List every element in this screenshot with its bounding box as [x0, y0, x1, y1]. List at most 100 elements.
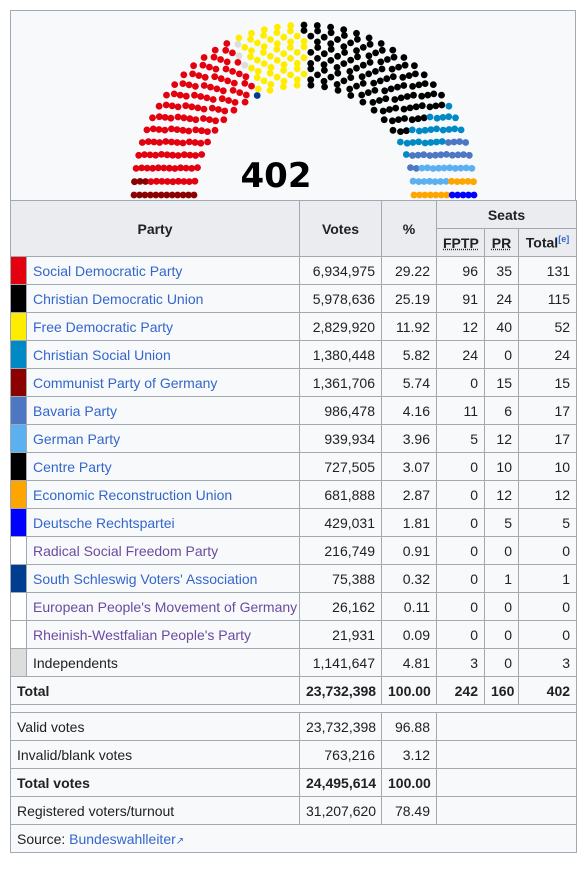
- party-link[interactable]: Christian Democratic Union: [33, 290, 204, 307]
- seat-dot: [170, 90, 178, 98]
- party-color-swatch: [10, 424, 27, 453]
- party-name: Independents: [26, 648, 300, 677]
- seat-dot: [247, 53, 254, 61]
- party-link[interactable]: Social Democratic Party: [33, 262, 183, 279]
- seat-dot: [415, 127, 423, 135]
- seat-dot: [438, 138, 446, 145]
- seat-dot: [163, 191, 171, 199]
- seat-dot: [392, 104, 400, 112]
- party-link[interactable]: European People's Movement of Germany: [33, 598, 298, 615]
- seat-dot: [380, 116, 388, 124]
- seat-dot: [433, 125, 440, 133]
- seat-dot: [180, 178, 188, 185]
- summary-empty: [435, 712, 578, 741]
- seat-dot: [212, 65, 220, 73]
- party-row: Communist Party of Germany 1,361,706 5.74 0…: [10, 368, 578, 397]
- party-link[interactable]: Rheinish-Westfalian People's Party: [33, 626, 251, 643]
- party-link[interactable]: Deutsche Rechtspartei: [33, 514, 175, 531]
- seat-dot: [192, 126, 200, 134]
- party-link[interactable]: German Party: [33, 430, 121, 447]
- seat-dot: [437, 178, 444, 185]
- seat-dot: [399, 73, 407, 81]
- seat-dot: [211, 73, 219, 81]
- seat-dot: [334, 36, 341, 43]
- seat-dot: [204, 128, 211, 135]
- party-link[interactable]: Centre Party: [33, 458, 112, 475]
- seat-dot: [403, 127, 410, 135]
- seat-dot: [254, 39, 261, 47]
- party-total: 0: [517, 620, 578, 649]
- pr-abbr[interactable]: PR: [491, 234, 512, 251]
- seat-dot: [195, 72, 203, 79]
- seat-dot: [365, 70, 373, 78]
- party-color-swatch: [10, 452, 27, 481]
- seat-dot: [197, 139, 205, 147]
- header-pr[interactable]: PR: [484, 228, 519, 257]
- seat-dot: [161, 126, 169, 134]
- party-pr: 0: [484, 592, 519, 621]
- seat-dot: [372, 49, 379, 57]
- fptp-abbr[interactable]: FPTP: [443, 234, 479, 251]
- summary-row: Registered voters/turnout 31,207,620 78.49: [10, 796, 578, 825]
- seat-dot: [415, 138, 423, 146]
- source-link[interactable]: Bundeswahlleiter: [69, 830, 176, 847]
- seat-dot: [340, 43, 348, 50]
- seat-dot: [432, 102, 440, 110]
- seat-dot: [431, 178, 439, 186]
- party-color-swatch: [10, 284, 27, 313]
- seat-dot: [327, 40, 335, 48]
- seat-dot: [300, 27, 308, 34]
- party-link[interactable]: Free Democratic Party: [33, 318, 174, 335]
- seat-dot: [427, 126, 435, 133]
- party-votes: 26,162: [299, 592, 382, 621]
- seat-dot: [314, 55, 321, 62]
- seat-dot: [460, 151, 467, 159]
- total-seats-label: 402: [241, 156, 312, 196]
- party-link[interactable]: Radical Social Freedom Party: [33, 542, 219, 559]
- note-e-link[interactable]: [e]: [558, 234, 570, 245]
- seat-dot: [445, 139, 452, 146]
- party-pct: 29.22: [381, 256, 437, 285]
- seat-dot: [383, 75, 391, 83]
- party-name-cell: European People's Movement of Germany: [26, 592, 300, 621]
- party-link[interactable]: Christian Social Union: [33, 346, 171, 363]
- seat-dot: [136, 191, 143, 199]
- seat-dot: [300, 43, 308, 51]
- party-fptp: 0: [436, 592, 485, 621]
- seat-dot: [198, 151, 206, 158]
- seat-dot: [147, 191, 154, 199]
- seat-dot: [194, 104, 202, 112]
- spacer-row: [9, 704, 578, 713]
- seat-dot: [242, 73, 250, 81]
- party-link[interactable]: Economic Reconstruction Union: [33, 486, 233, 503]
- seat-dot: [212, 117, 220, 125]
- seat-dot: [231, 99, 239, 106]
- seat-dot: [182, 102, 190, 110]
- seat-dot: [190, 62, 198, 70]
- seat-dot: [409, 152, 416, 159]
- seat-dot: [190, 191, 198, 199]
- summary-empty: [435, 740, 578, 769]
- header-fptp[interactable]: FPTP: [436, 228, 485, 257]
- seat-dot: [168, 191, 176, 199]
- seat-dot: [223, 58, 231, 66]
- party-color-swatch: [10, 648, 27, 677]
- total-row-label: Total: [10, 676, 300, 705]
- seat-dot: [346, 85, 354, 93]
- seat-dot: [403, 139, 411, 147]
- seat-dot: [401, 61, 409, 69]
- party-link[interactable]: Bavaria Party: [33, 402, 118, 419]
- party-link[interactable]: South Schleswig Voters' Association: [33, 570, 258, 587]
- seat-dot: [438, 101, 446, 109]
- party-link[interactable]: Communist Party of Germany: [33, 374, 218, 391]
- seat-dot: [314, 38, 321, 46]
- seat-dot: [400, 82, 408, 89]
- seat-dot: [451, 164, 459, 172]
- seat-dot: [254, 85, 262, 93]
- party-total: 1: [517, 564, 578, 593]
- party-total: 17: [517, 396, 578, 425]
- seat-chart: 402: [10, 10, 576, 200]
- party-votes: 1,141,647: [299, 648, 382, 677]
- seat-dot: [421, 126, 429, 134]
- seat-dot: [411, 62, 418, 70]
